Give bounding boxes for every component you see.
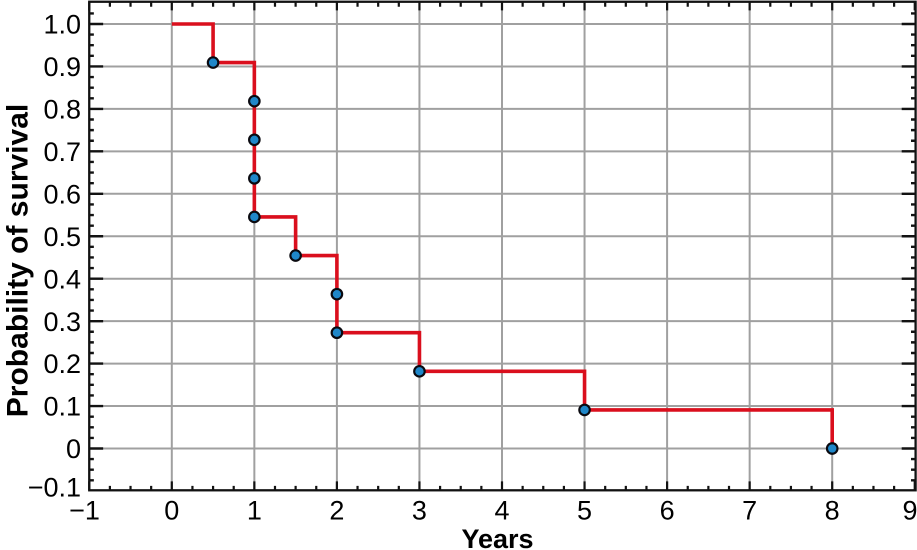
- svg-text:0.5: 0.5: [43, 222, 81, 252]
- svg-text:0.7: 0.7: [43, 137, 81, 167]
- svg-text:0.6: 0.6: [43, 179, 81, 209]
- svg-text:0: 0: [164, 496, 179, 526]
- svg-text:4: 4: [494, 496, 509, 526]
- svg-text:0.2: 0.2: [43, 349, 81, 379]
- svg-text:9: 9: [902, 496, 917, 526]
- svg-text:0.9: 0.9: [43, 52, 81, 82]
- svg-text:0.4: 0.4: [43, 264, 81, 294]
- svg-text:−0.1: −0.1: [28, 473, 81, 503]
- svg-text:2: 2: [329, 496, 344, 526]
- svg-text:5: 5: [577, 496, 592, 526]
- svg-text:6: 6: [660, 496, 675, 526]
- svg-text:0.8: 0.8: [43, 95, 81, 125]
- svg-text:0.3: 0.3: [43, 307, 81, 337]
- svg-text:1: 1: [247, 496, 262, 526]
- svg-text:3: 3: [412, 496, 427, 526]
- svg-text:0.1: 0.1: [43, 392, 81, 422]
- svg-text:1.0: 1.0: [43, 10, 81, 40]
- svg-text:7: 7: [742, 496, 757, 526]
- svg-text:Probability of survival: Probability of survival: [2, 104, 35, 417]
- svg-text:−1: −1: [69, 496, 100, 526]
- svg-text:0: 0: [66, 434, 81, 464]
- svg-text:8: 8: [825, 496, 840, 526]
- svg-text:Years: Years: [461, 524, 533, 550]
